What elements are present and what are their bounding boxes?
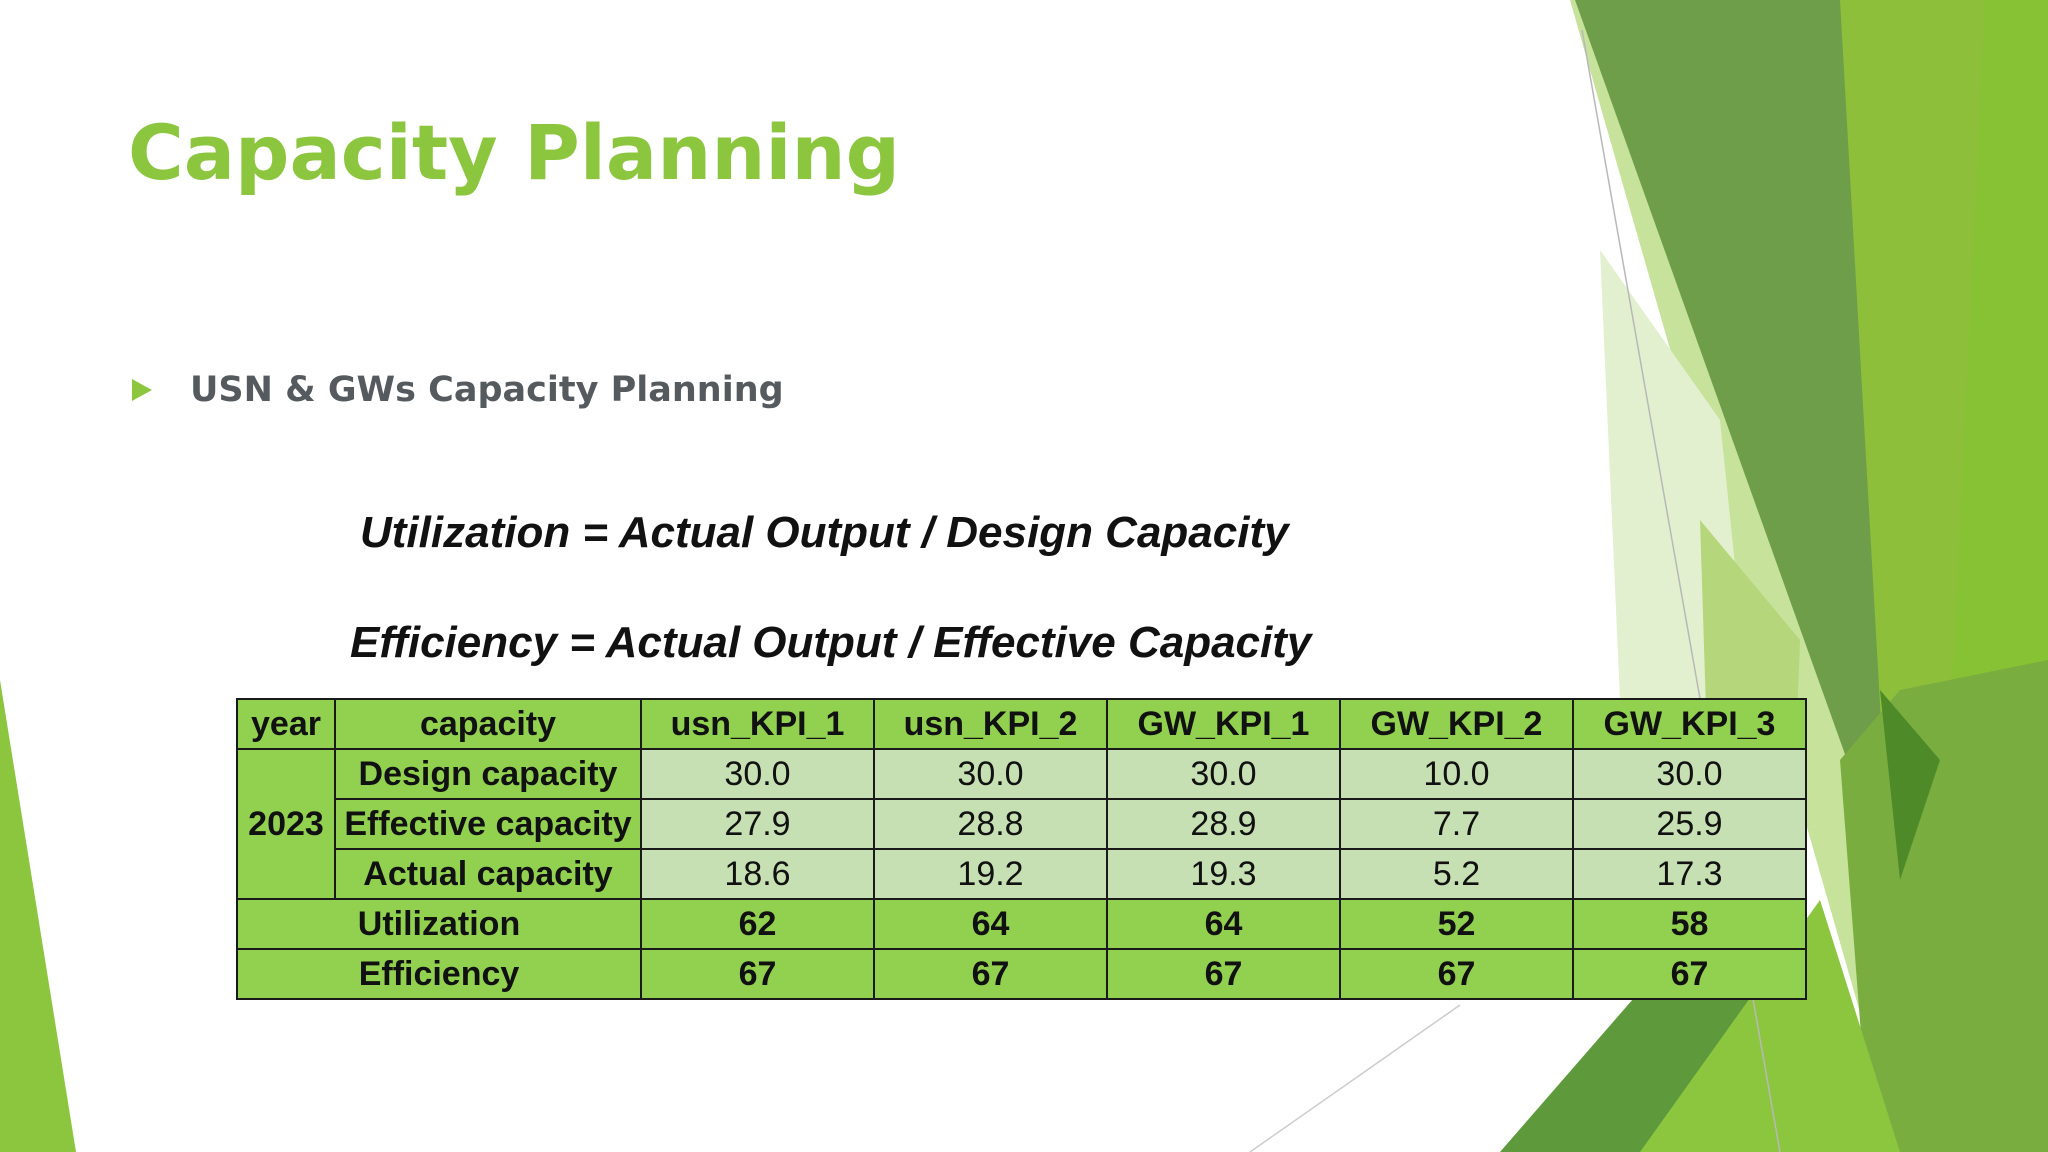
row-label: Effective capacity	[334, 798, 642, 850]
triangle-bullet-icon	[132, 379, 152, 401]
row-label: Design capacity	[334, 748, 642, 800]
table-cell: 19.3	[1106, 848, 1341, 900]
table-row: 2023 Design capacity 30.0 30.0 30.0 10.0…	[236, 748, 1807, 900]
summary-cell: 58	[1572, 898, 1807, 950]
slide-title: Capacity Planning	[128, 108, 900, 197]
table-cell: 27.9	[640, 798, 875, 850]
header-cell: GW_KPI_2	[1339, 698, 1574, 750]
bullet-text: USN & GWs Capacity Planning	[190, 370, 784, 410]
header-cell: usn_KPI_2	[873, 698, 1108, 750]
summary-row: Efficiency 67 67 67 67 67	[236, 948, 1807, 1000]
summary-label: Efficiency	[236, 948, 642, 1000]
table-cell: 30.0	[1106, 748, 1341, 800]
table-header-row: year capacity usn_KPI_1 usn_KPI_2 GW_KPI…	[236, 698, 1807, 750]
summary-cell: 64	[1106, 898, 1341, 950]
header-cell: year	[236, 698, 336, 750]
summary-cell: 52	[1339, 898, 1574, 950]
summary-cell: 67	[640, 948, 875, 1000]
table-cell: 30.0	[873, 748, 1108, 800]
table-cell: 30.0	[1572, 748, 1807, 800]
table-cell: 30.0	[640, 748, 875, 800]
table-cell: 28.9	[1106, 798, 1341, 850]
table-cell: 10.0	[1339, 748, 1574, 800]
utilization-formula: Utilization = Actual Output / Design Cap…	[360, 508, 1289, 557]
table-cell: 25.9	[1572, 798, 1807, 850]
summary-cell: 67	[1339, 948, 1574, 1000]
summary-cell: 67	[1106, 948, 1341, 1000]
table-cell: 7.7	[1339, 798, 1574, 850]
row-label: Actual capacity	[334, 848, 642, 900]
year-cell: 2023	[236, 748, 336, 900]
summary-cell: 64	[873, 898, 1108, 950]
table-cell: 19.2	[873, 848, 1108, 900]
efficiency-formula: Efficiency = Actual Output / Effective C…	[350, 618, 1312, 667]
header-cell: GW_KPI_1	[1106, 698, 1341, 750]
summary-cell: 67	[873, 948, 1108, 1000]
summary-row: Utilization 62 64 64 52 58	[236, 898, 1807, 950]
table-cell: 17.3	[1572, 848, 1807, 900]
table-row: Actual capacity 18.6 19.2 19.3 5.2 17.3	[237, 848, 1807, 900]
table-row: Effective capacity 27.9 28.8 28.9 7.7 25…	[237, 798, 1807, 850]
header-cell: usn_KPI_1	[640, 698, 875, 750]
table-cell: 5.2	[1339, 848, 1574, 900]
summary-cell: 67	[1572, 948, 1807, 1000]
summary-label: Utilization	[236, 898, 642, 950]
header-cell: GW_KPI_3	[1572, 698, 1807, 750]
table-cell: 28.8	[873, 798, 1108, 850]
capacity-table: year capacity usn_KPI_1 usn_KPI_2 GW_KPI…	[236, 698, 1807, 1000]
table-cell: 18.6	[640, 848, 875, 900]
summary-cell: 62	[640, 898, 875, 950]
header-cell: capacity	[334, 698, 642, 750]
bullet-item: USN & GWs Capacity Planning	[132, 370, 784, 410]
